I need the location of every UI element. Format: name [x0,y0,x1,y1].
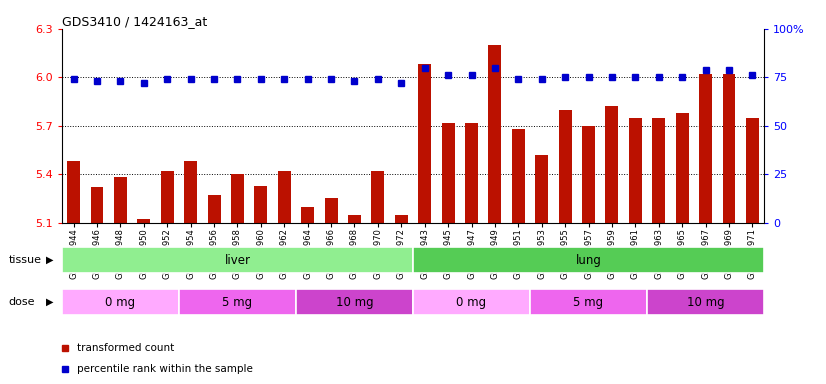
Bar [413,290,530,315]
Bar [413,247,764,273]
Bar [465,122,478,223]
Text: 10 mg: 10 mg [686,296,724,309]
Bar [91,187,103,223]
Text: GDS3410 / 1424163_at: GDS3410 / 1424163_at [62,15,207,28]
Bar [137,220,150,223]
Bar [161,171,173,223]
Bar [605,106,619,223]
Text: percentile rank within the sample: percentile rank within the sample [78,364,254,374]
Text: transformed count: transformed count [78,343,174,353]
Bar [418,65,431,223]
Bar [62,290,179,315]
Text: 5 mg: 5 mg [573,296,604,309]
Bar [179,290,296,315]
Bar [67,161,80,223]
Text: lung: lung [576,254,601,266]
Text: ▶: ▶ [45,297,54,307]
Bar [442,122,454,223]
Bar [699,74,712,223]
Bar [395,215,408,223]
Bar [348,215,361,223]
Bar [512,129,525,223]
Bar [530,290,647,315]
Bar [723,74,735,223]
Bar [62,247,413,273]
Bar [254,185,268,223]
Text: 10 mg: 10 mg [335,296,373,309]
Bar [372,171,384,223]
Text: ▶: ▶ [45,255,54,265]
Text: 0 mg: 0 mg [457,296,487,309]
Bar [488,45,501,223]
Bar [676,113,689,223]
Bar [558,109,572,223]
Bar [278,171,291,223]
Text: dose: dose [8,297,35,307]
Text: tissue: tissue [8,255,41,265]
Bar [647,290,764,315]
Text: 5 mg: 5 mg [222,296,253,309]
Bar [582,126,595,223]
Bar [746,118,759,223]
Text: 0 mg: 0 mg [106,296,135,309]
Bar [296,290,413,315]
Bar [535,155,548,223]
Bar [207,195,221,223]
Bar [653,118,665,223]
Bar [184,161,197,223]
Bar [629,118,642,223]
Bar [325,199,338,223]
Bar [231,174,244,223]
Text: liver: liver [225,254,250,266]
Bar [301,207,314,223]
Bar [114,177,127,223]
